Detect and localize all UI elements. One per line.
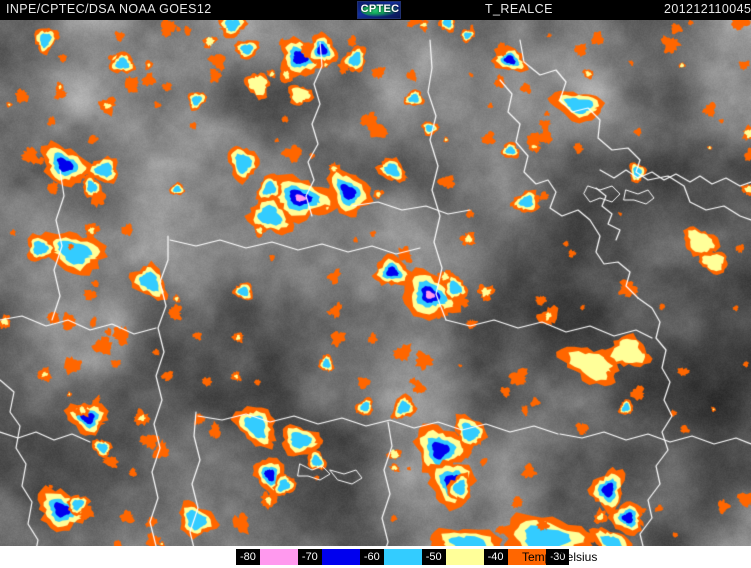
header-bar: INPE/CPTEC/DSA NOAA GOES12 CPTEC T_REALC… [0,0,751,20]
product-label: T_REALCE [485,2,553,16]
legend-strip: -80 -70 -60 -50 -40 -30 Temp. Celsius [0,546,751,568]
legend-swatch-violet [259,549,298,565]
logo-ellipse-icon [361,4,399,17]
legend-tick-minus40: -40 [483,549,508,565]
legend-swatch-cyan [383,549,422,565]
source-label: INPE/CPTEC/DSA NOAA GOES12 [6,2,212,16]
legend-tick-minus50: -50 [421,549,446,565]
legend-swatch-blue [321,549,360,565]
satellite-image [0,20,751,546]
satellite-canvas [0,20,751,546]
legend-tick-minus80: -80 [236,549,260,565]
legend-tick-minus60: -60 [359,549,384,565]
temperature-color-scale: -80 -70 -60 -50 -40 -30 [236,549,570,565]
legend-swatch-yellow [445,549,484,565]
cptec-logo: CPTEC [357,1,401,19]
legend-tick-minus30: -30 [545,549,570,565]
legend-swatch-orange [507,549,546,565]
logo-text: CPTEC [360,3,400,15]
timestamp-label: 201212110045 [664,2,751,16]
legend-caption: Temp. Celsius [522,550,598,564]
legend-tick-minus70: -70 [297,549,322,565]
